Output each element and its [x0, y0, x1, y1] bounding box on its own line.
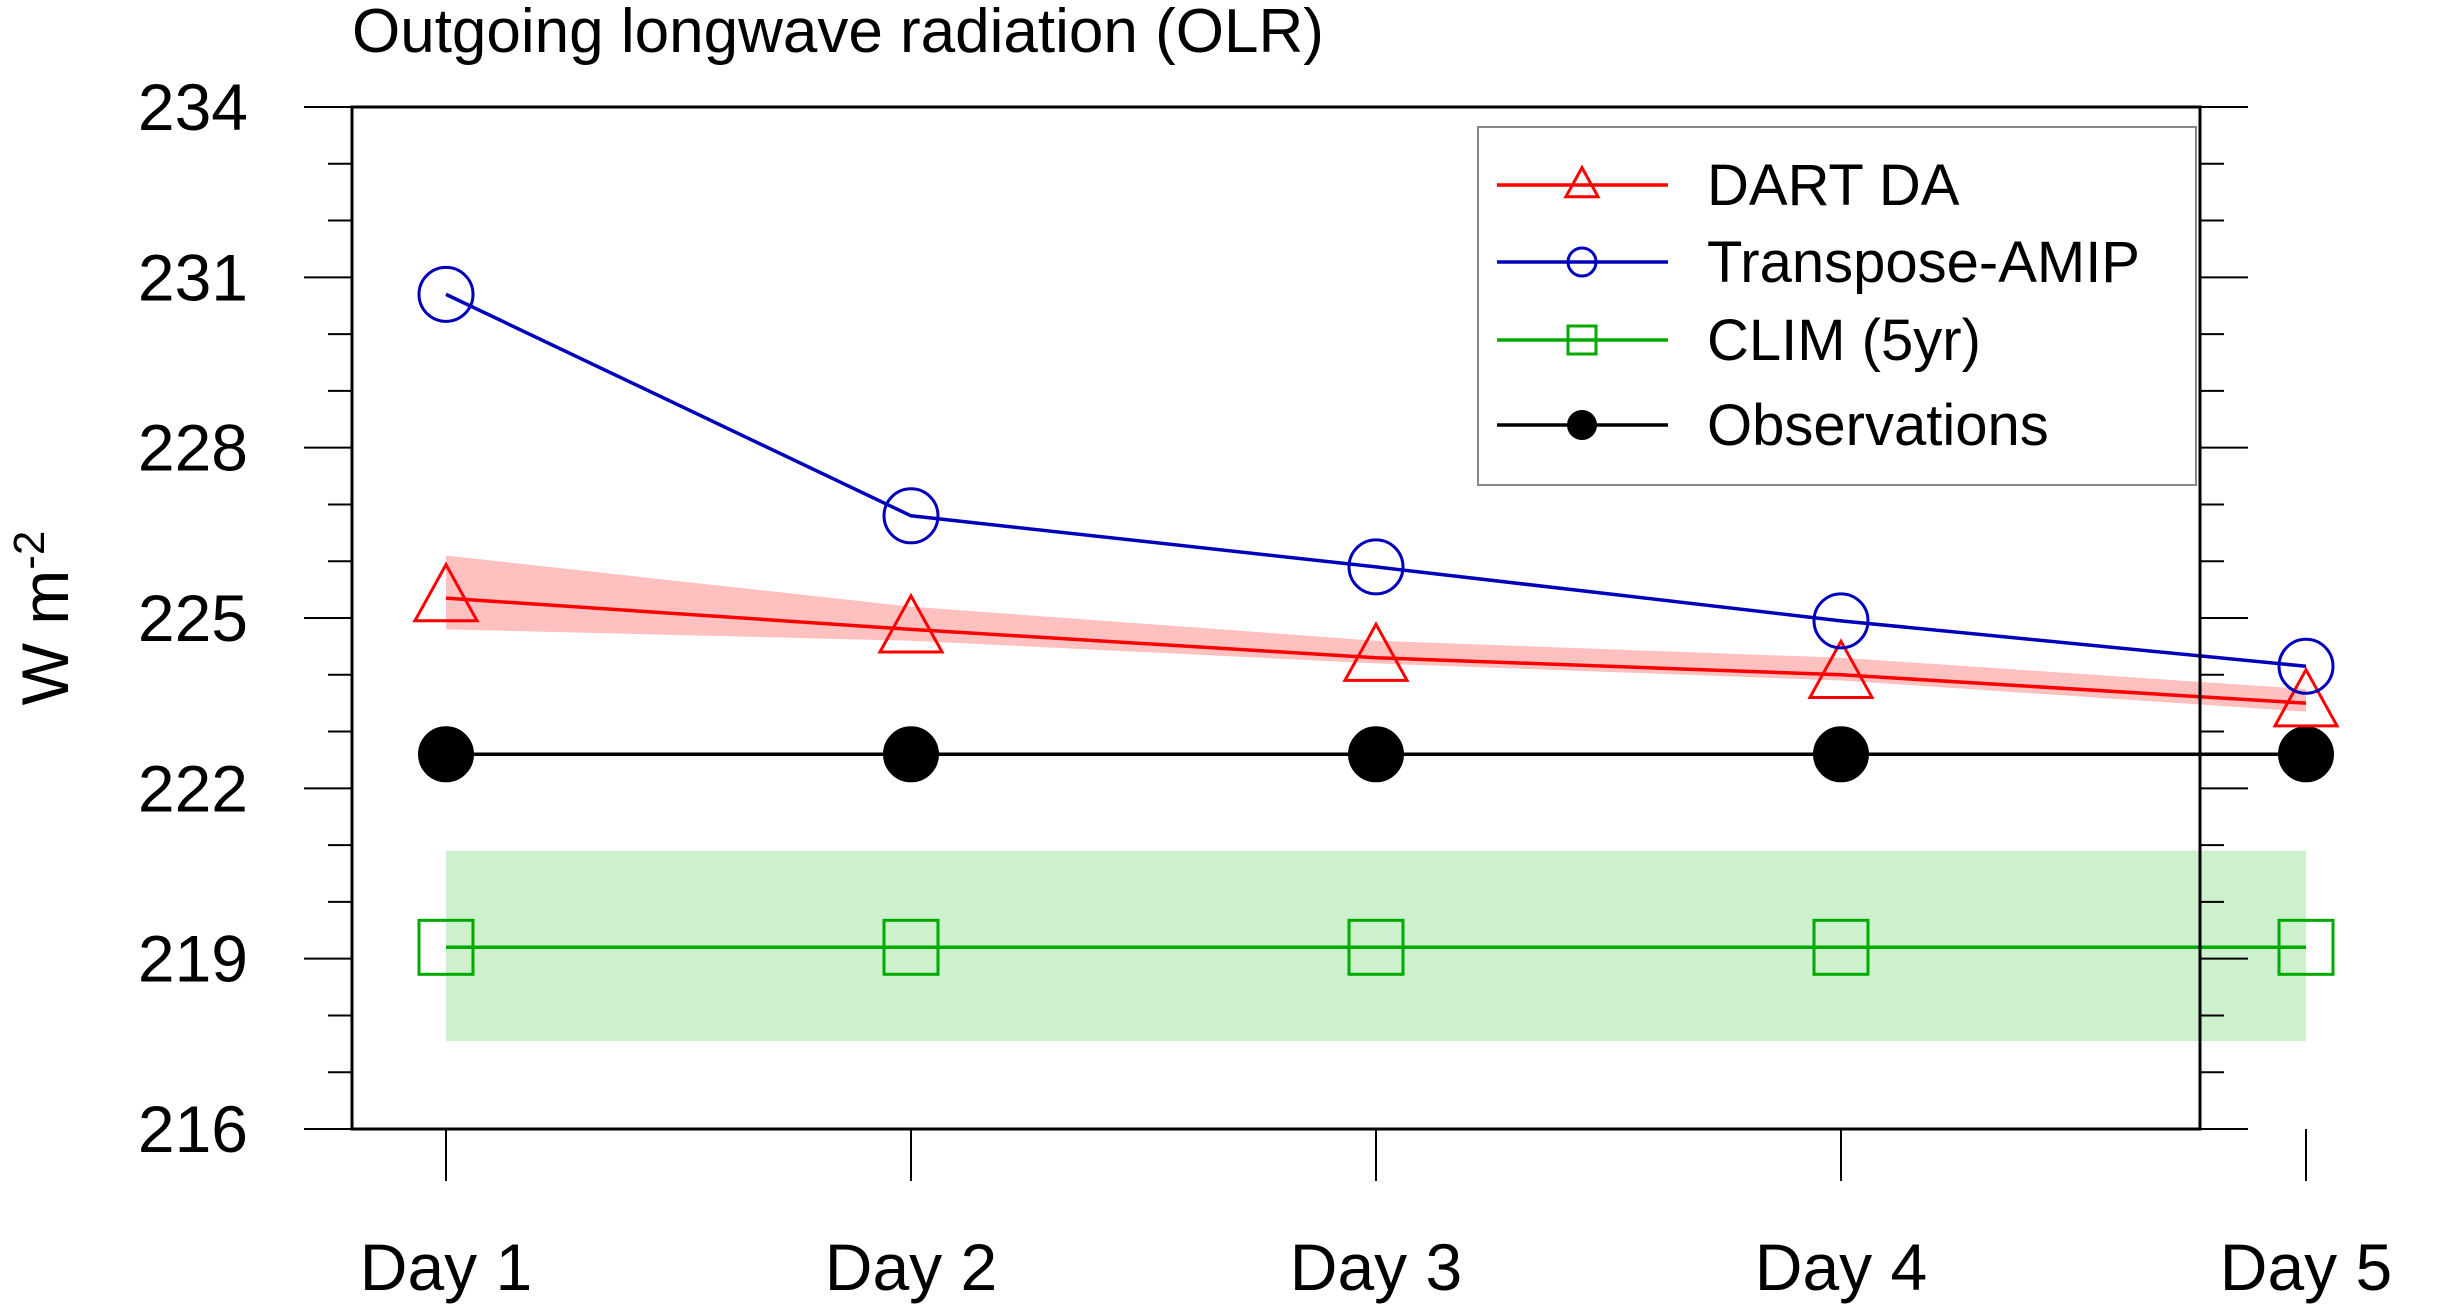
- data-point-circle: [1812, 592, 1870, 650]
- data-point-triangle: [412, 561, 480, 623]
- data-point-square: [1347, 918, 1405, 976]
- legend-marker-filled-circle: [1567, 410, 1597, 440]
- data-point-triangle: [877, 592, 945, 654]
- x-tick-label: Day 4: [1755, 1230, 1927, 1304]
- data-point-circle: [417, 265, 475, 323]
- series-line-circle: [445, 292, 2307, 669]
- data-point-square: [882, 918, 940, 976]
- data-point-filled-circle: [883, 726, 939, 783]
- legend-label: Observations: [1707, 393, 2049, 458]
- x-tick-labels: Day 1 Day 2 Day 3 Day 4 Day 5: [360, 1230, 2392, 1304]
- legend-marker-circle: [1566, 246, 1598, 278]
- band-series-0: [446, 555, 2306, 712]
- y-tick-label: 225: [138, 581, 248, 655]
- legend: DART DA Transpose-AMIP CLIM (5yr) Observati…: [1477, 126, 2197, 486]
- y-axis-label: W m-2: [5, 531, 82, 706]
- data-point-triangle: [2272, 666, 2340, 728]
- data-point-square: [1812, 918, 1870, 976]
- uncertainty-bands: [446, 555, 2306, 1041]
- data-point-filled-circle: [418, 726, 474, 783]
- data-point-filled-circle: [1348, 726, 1404, 783]
- chart-title: Outgoing longwave radiation (OLR): [352, 0, 1324, 66]
- data-point-filled-circle: [2278, 726, 2334, 783]
- data-point-circle: [1347, 538, 1405, 596]
- x-tick-label: Day 5: [2220, 1230, 2392, 1304]
- data-point-square: [2277, 918, 2335, 976]
- axis-ticks: [304, 106, 2307, 1181]
- data-point-triangle: [1807, 638, 1875, 699]
- legend-marker-triangle: [1563, 164, 1601, 199]
- x-tick-label: Day 1: [360, 1230, 532, 1304]
- legend-label: Transpose-AMIP: [1707, 230, 2140, 295]
- legend-label: DART DA: [1707, 153, 1960, 218]
- data-point-triangle: [1342, 621, 1410, 682]
- data-point-square: [417, 918, 475, 976]
- x-tick-label: Day 2: [825, 1230, 997, 1304]
- series-line-triangle: [445, 596, 2307, 705]
- y-tick-label: 216: [138, 1092, 248, 1166]
- legend-label: CLIM (5yr): [1707, 308, 1981, 373]
- data-point-circle: [882, 487, 940, 545]
- y-tick-label: 219: [138, 922, 248, 996]
- x-tick-label: Day 3: [1290, 1230, 1462, 1304]
- y-tick-label: 228: [138, 411, 248, 485]
- y-tick-label: 231: [138, 240, 248, 314]
- y-tick-labels: 216 219 222 225 228 231 234: [138, 70, 248, 1166]
- plot-frame: [350, 105, 2202, 1131]
- y-tick-label: 222: [138, 751, 248, 825]
- data-point-filled-circle: [1813, 726, 1869, 783]
- legend-marker-square: [1566, 324, 1598, 356]
- y-tick-label: 234: [138, 70, 248, 144]
- data-point-circle: [2277, 637, 2335, 695]
- data-series: [412, 265, 2340, 976]
